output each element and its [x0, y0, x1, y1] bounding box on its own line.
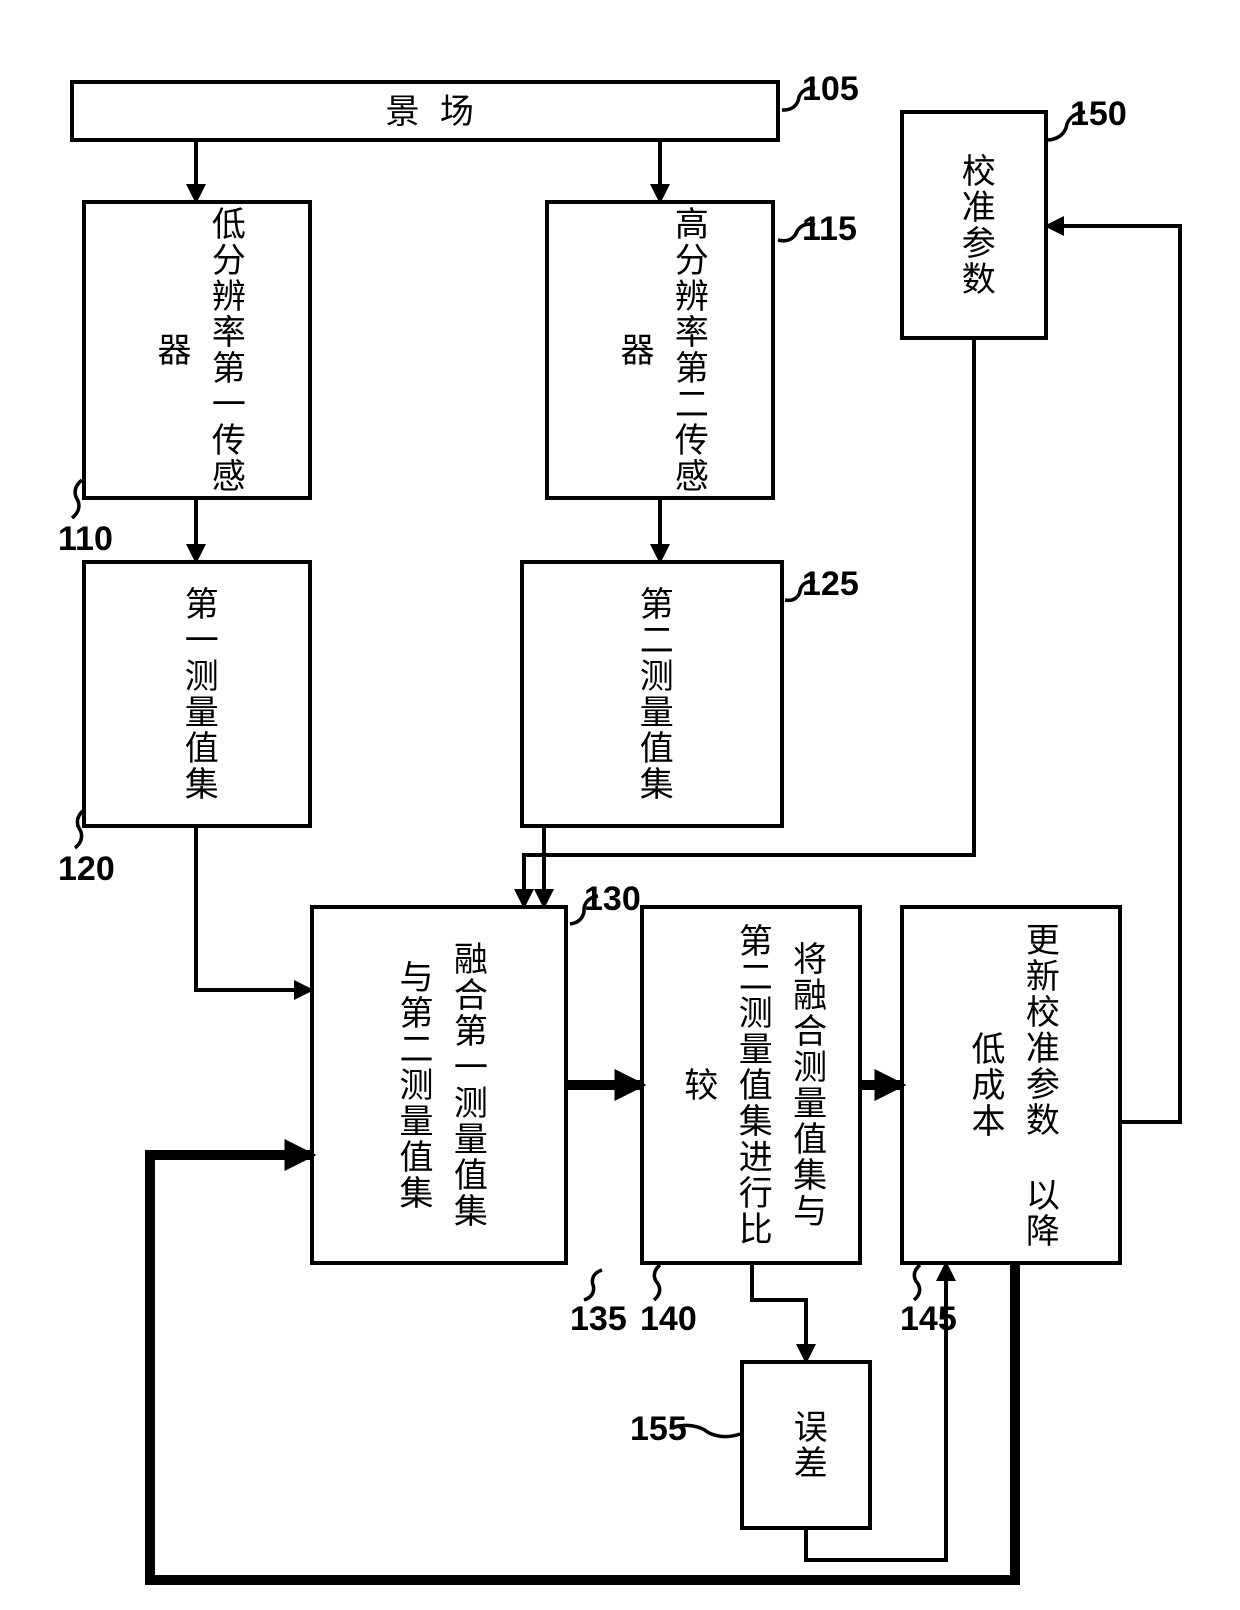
callout-squiggle: [914, 1265, 920, 1300]
flow-box-label: 场景: [371, 84, 480, 138]
callout-squiggle: [654, 1265, 660, 1300]
edge-n120-n130: [196, 828, 310, 990]
flow-box-n145: 更新校准参数 以降低成本: [900, 905, 1122, 1265]
flow-box-label: 融合第一测量值集 与第二测量值集: [385, 909, 494, 1261]
flow-box-n120: 第一测量值集: [82, 560, 312, 828]
flow-box-label: 误差: [779, 1409, 833, 1481]
flow-box-label: 校准参数: [947, 153, 1001, 297]
flow-box-n155: 误差: [740, 1360, 872, 1530]
flow-box-label: 第一测量值集: [170, 586, 224, 802]
ref-label-105: 105: [802, 70, 859, 109]
flow-box-n140: 将融合测量值集与 第二测量值集进行比较: [640, 905, 862, 1265]
flow-box-label: 将融合测量值集与 第二测量值集进行比较: [669, 909, 832, 1261]
flow-box-label: 更新校准参数 以降低成本: [957, 909, 1066, 1261]
flow-box-n130: 融合第一测量值集 与第二测量值集: [310, 905, 568, 1265]
ref-label-135: 135: [570, 1300, 627, 1339]
ref-label-120: 120: [58, 850, 115, 889]
edge-n140-n155: [752, 1265, 806, 1360]
ref-label-145: 145: [900, 1300, 957, 1339]
flow-box-label: 第二测量值集: [625, 586, 679, 802]
ref-label-140: 140: [640, 1300, 697, 1339]
flowchart-stage: 场景 105 低分辨率第一传感器 110 高分辨率第二传感器 115 第一测量值集 120 第二…: [0, 0, 1240, 1610]
flow-box-n150: 校准参数: [900, 110, 1048, 340]
flow-box-n125: 第二测量值集: [520, 560, 784, 828]
flow-box-n115: 高分辨率第二传感器: [545, 200, 775, 500]
flow-box-n110: 低分辨率第一传感器: [82, 200, 312, 500]
ref-label-115: 115: [802, 210, 857, 249]
flow-box-n105: 场景: [70, 80, 780, 142]
ref-label-150: 150: [1070, 95, 1127, 134]
flow-box-label: 低分辨率第一传感器: [143, 204, 252, 496]
ref-label-110: 110: [58, 520, 113, 559]
callout-squiggle: [584, 1270, 602, 1300]
ref-label-125: 125: [802, 565, 859, 604]
edge-n145-n130: [150, 1155, 1015, 1580]
ref-label-130: 130: [584, 880, 641, 919]
ref-label-155: 155: [630, 1410, 687, 1449]
flow-box-label: 高分辨率第二传感器: [606, 204, 715, 496]
callout-squiggle: [72, 480, 82, 518]
